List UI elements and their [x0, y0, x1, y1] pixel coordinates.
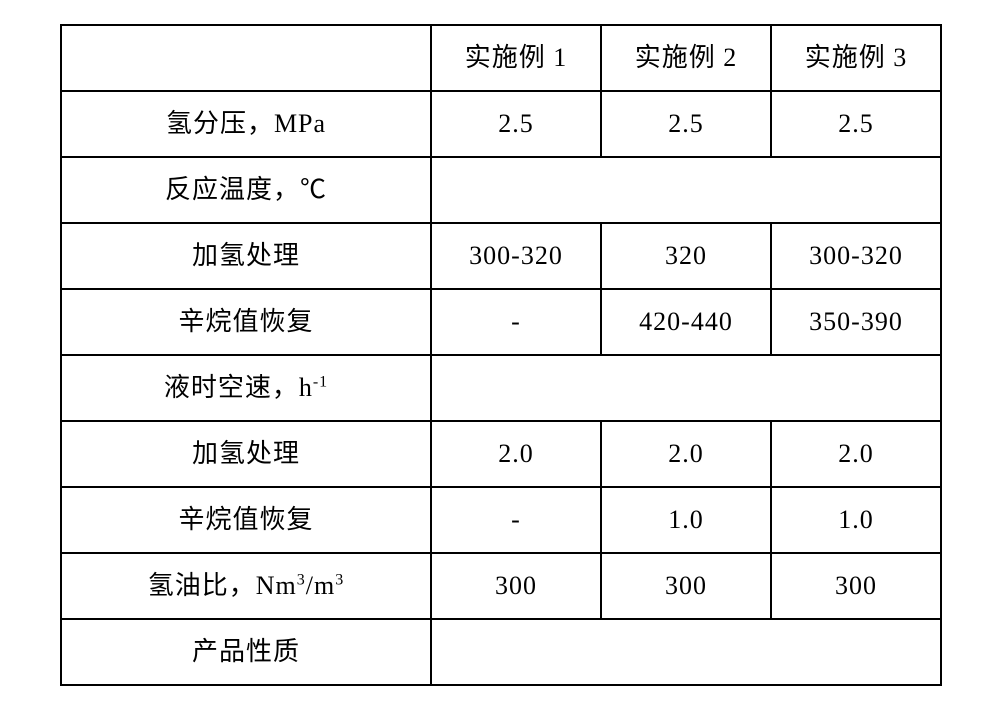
- table-row-section: 反应温度，℃: [61, 157, 941, 223]
- table-row-section: 液时空速，h-1: [61, 355, 941, 421]
- table-row: 加氢处理 2.0 2.0 2.0: [61, 421, 941, 487]
- cell-value: 2.0: [431, 421, 601, 487]
- cell-value: 300: [601, 553, 771, 619]
- row-label-product-properties: 产品性质: [61, 619, 431, 685]
- cell-value: -: [431, 289, 601, 355]
- header-example-3: 实施例 3: [771, 25, 941, 91]
- row-label-octane-recovery-lhsv: 辛烷值恢复: [61, 487, 431, 553]
- row-label-hydrotreat-lhsv: 加氢处理: [61, 421, 431, 487]
- row-label-hydrotreat-temp: 加氢处理: [61, 223, 431, 289]
- row-label-h2-partial-pressure: 氢分压，MPa: [61, 91, 431, 157]
- table-row: 氢油比，Nm3/m3 300 300 300: [61, 553, 941, 619]
- cell-value: 320: [601, 223, 771, 289]
- label-text: 液时空速，h: [164, 373, 313, 402]
- header-example-1: 实施例 1: [431, 25, 601, 91]
- experiment-conditions-table: 实施例 1 实施例 2 实施例 3 氢分压，MPa 2.5 2.5 2.5 反应…: [60, 24, 942, 686]
- table-header-row: 实施例 1 实施例 2 实施例 3: [61, 25, 941, 91]
- header-example-2: 实施例 2: [601, 25, 771, 91]
- row-label-reaction-temp: 反应温度，℃: [61, 157, 431, 223]
- header-blank: [61, 25, 431, 91]
- row-label-lhsv: 液时空速，h-1: [61, 355, 431, 421]
- row-label-h2-oil-ratio: 氢油比，Nm3/m3: [61, 553, 431, 619]
- table-row-section: 产品性质: [61, 619, 941, 685]
- cell-value: 2.0: [601, 421, 771, 487]
- label-text: /m: [306, 571, 335, 600]
- cell-value: 300-320: [431, 223, 601, 289]
- table-row: 辛烷值恢复 - 1.0 1.0: [61, 487, 941, 553]
- cell-value: 350-390: [771, 289, 941, 355]
- table-row: 加氢处理 300-320 320 300-320: [61, 223, 941, 289]
- cell-value: 2.5: [771, 91, 941, 157]
- label-sup: -1: [313, 374, 328, 391]
- table-row: 氢分压，MPa 2.5 2.5 2.5: [61, 91, 941, 157]
- cell-merged-empty: [431, 619, 941, 685]
- cell-value: 1.0: [771, 487, 941, 553]
- table-row: 辛烷值恢复 - 420-440 350-390: [61, 289, 941, 355]
- cell-value: 300: [771, 553, 941, 619]
- cell-merged-empty: [431, 355, 941, 421]
- cell-value: 2.5: [601, 91, 771, 157]
- row-label-octane-recovery-temp: 辛烷值恢复: [61, 289, 431, 355]
- label-sup: 3: [335, 572, 344, 589]
- label-text: 氢油比，Nm: [148, 571, 297, 600]
- cell-value: 420-440: [601, 289, 771, 355]
- page: 实施例 1 实施例 2 实施例 3 氢分压，MPa 2.5 2.5 2.5 反应…: [0, 0, 1000, 719]
- cell-value: -: [431, 487, 601, 553]
- cell-merged-empty: [431, 157, 941, 223]
- cell-value: 2.0: [771, 421, 941, 487]
- cell-value: 300-320: [771, 223, 941, 289]
- cell-value: 300: [431, 553, 601, 619]
- cell-value: 1.0: [601, 487, 771, 553]
- cell-value: 2.5: [431, 91, 601, 157]
- label-sup: 3: [297, 572, 306, 589]
